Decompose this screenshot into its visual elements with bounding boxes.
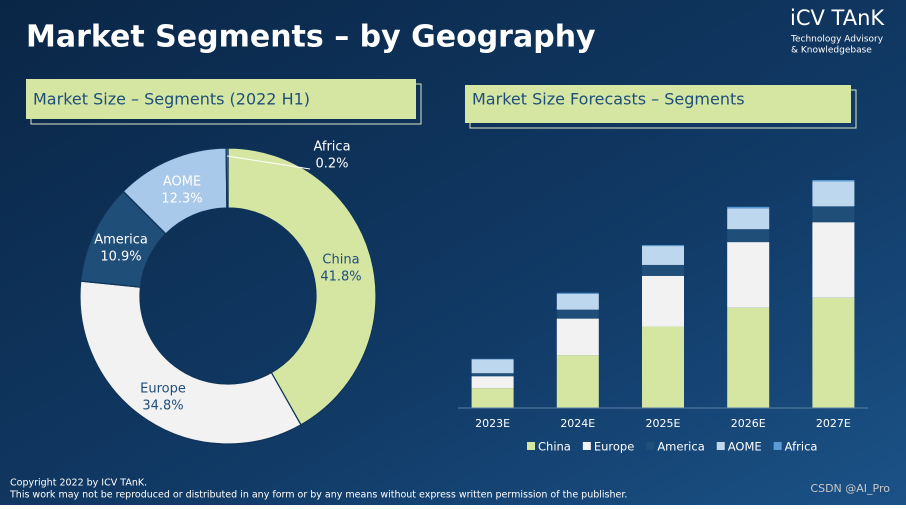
x-tick-label: 2025E — [646, 417, 681, 430]
legend-swatch — [527, 442, 535, 450]
x-tick-label: 2024E — [560, 417, 595, 430]
bar-segment — [727, 229, 769, 242]
legend-label: AOME — [728, 440, 762, 454]
bar-segment — [812, 222, 854, 298]
bar-segment — [642, 265, 684, 276]
bar-segment — [727, 207, 769, 208]
donut-segment — [226, 148, 228, 208]
segment-value: 34.8% — [142, 399, 183, 414]
logo-sub: & Knowledgebase — [791, 46, 872, 56]
x-tick-label: 2027E — [816, 417, 851, 430]
legend-label: Europe — [594, 440, 634, 454]
legend-swatch — [646, 442, 654, 450]
logo: iCV TAnK — [790, 6, 885, 30]
x-tick-label: 2026E — [731, 417, 766, 430]
copyright: Copyright 2022 by ICV TAnK. — [10, 478, 147, 489]
bar-segment — [642, 276, 684, 327]
bar-segment — [727, 242, 769, 308]
slide-title: Market Segments – by Geography — [26, 20, 596, 55]
chart-title: Market Size Forecasts – Segments — [472, 90, 745, 109]
segment-label: Africa — [313, 140, 350, 155]
watermark: CSDN @AI_Pro — [810, 482, 890, 495]
x-tick-label: 2023E — [475, 417, 510, 430]
bar-segment — [812, 181, 854, 206]
chart-title: Market Size – Segments (2022 H1) — [33, 90, 310, 109]
segment-value: 10.9% — [100, 250, 141, 265]
legend-swatch — [717, 442, 725, 450]
bar-segment — [727, 308, 769, 408]
bar-segment — [557, 310, 599, 319]
bar-segment — [557, 355, 599, 408]
bar-segment — [472, 388, 514, 408]
bar-segment — [727, 208, 769, 229]
segment-value: 12.3% — [161, 192, 202, 207]
bar-segment — [642, 327, 684, 408]
legend-label: America — [657, 440, 704, 454]
segment-value: 0.2% — [315, 157, 348, 172]
bar-segment — [812, 180, 854, 181]
legend-label: Africa — [785, 440, 818, 454]
bar-segment — [812, 298, 854, 408]
bar-segment — [472, 376, 514, 388]
segment-value: 41.8% — [320, 270, 361, 285]
legend-label: China — [538, 440, 571, 454]
segment-label: AOME — [163, 175, 201, 190]
bar-segment — [472, 373, 514, 376]
bar-segment — [557, 294, 599, 310]
notice: This work may not be reproduced or distr… — [9, 490, 627, 501]
segment-label: Europe — [140, 382, 186, 397]
bar-segment — [472, 359, 514, 373]
bar-segment — [557, 319, 599, 356]
legend-swatch — [583, 442, 591, 450]
bar-segment — [557, 293, 599, 294]
legend-swatch — [774, 442, 782, 450]
segment-label: America — [94, 233, 148, 248]
bar-segment — [812, 206, 854, 222]
logo-sub: Technology Advisory — [790, 35, 884, 45]
bar-segment — [642, 246, 684, 265]
segment-label: China — [322, 253, 359, 268]
bar-segment — [642, 245, 684, 246]
